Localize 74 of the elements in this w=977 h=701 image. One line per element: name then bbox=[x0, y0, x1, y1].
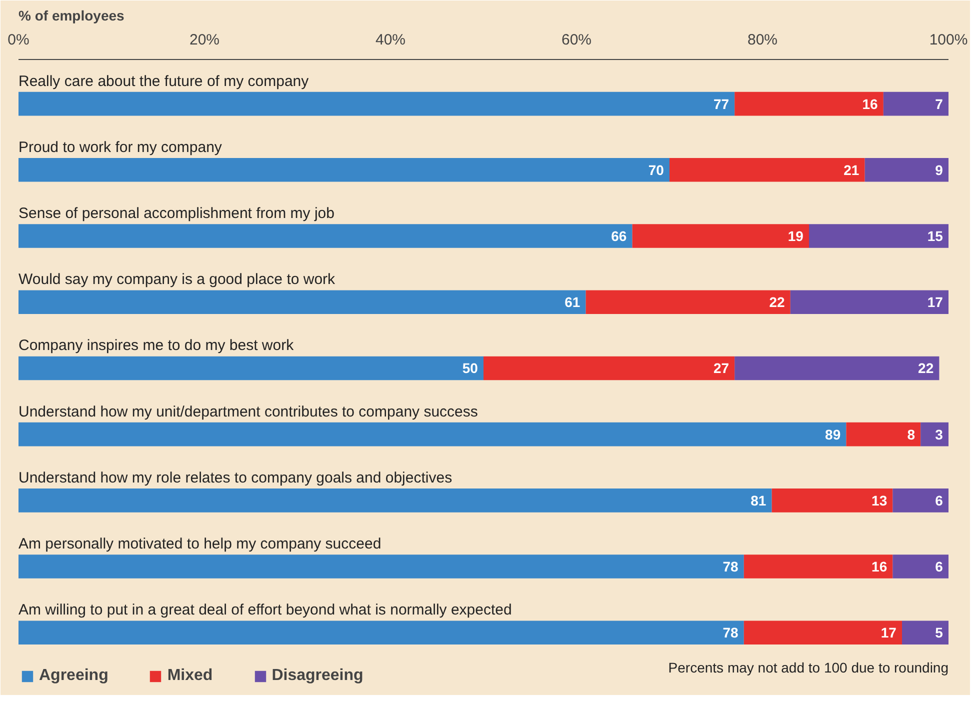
bar bbox=[18, 224, 632, 248]
data-label: 22 bbox=[769, 294, 786, 310]
annotation: Percents may not add to 100 due to rounding bbox=[668, 660, 949, 676]
bar bbox=[734, 356, 940, 380]
y-tick-label: Proud to work for my company bbox=[18, 138, 222, 156]
data-label: 16 bbox=[862, 96, 878, 112]
data-label: 6 bbox=[935, 492, 944, 508]
bar bbox=[734, 92, 884, 116]
data-label: 27 bbox=[713, 360, 730, 376]
x-tick-label: 40% bbox=[375, 32, 406, 48]
bar bbox=[670, 158, 865, 182]
data-label: 70 bbox=[648, 162, 664, 178]
bar bbox=[902, 620, 948, 645]
data-label: 17 bbox=[880, 624, 897, 641]
data-label: 89 bbox=[825, 426, 841, 442]
x-tick-label: 80% bbox=[747, 32, 778, 48]
y-tick-label: Am willing to put in a great deal of effort beyond what is normally expected bbox=[18, 602, 512, 619]
legend-label: Mixed bbox=[167, 667, 213, 685]
bar bbox=[18, 290, 586, 314]
bar bbox=[809, 224, 948, 248]
bar bbox=[883, 92, 948, 116]
x-tick-label: 60% bbox=[561, 32, 592, 48]
bar bbox=[586, 290, 790, 314]
data-label: 19 bbox=[788, 228, 804, 244]
data-label: 13 bbox=[872, 492, 888, 508]
data-label: 22 bbox=[918, 360, 934, 376]
y-tick-label: Really care about the future of my company bbox=[18, 72, 310, 90]
y-tick-label: Understand how my unit/department contributes to company success bbox=[18, 403, 478, 420]
data-label: 6 bbox=[935, 558, 944, 575]
data-label: 8 bbox=[907, 426, 916, 442]
bar bbox=[18, 620, 744, 645]
bar bbox=[892, 554, 948, 578]
bar bbox=[632, 224, 809, 248]
data-label: 7 bbox=[935, 96, 944, 112]
bar bbox=[18, 488, 772, 512]
x-tick-label: 0% bbox=[8, 32, 30, 48]
y-tick-label: Sense of personal accomplishment from my job bbox=[18, 205, 334, 222]
data-label: 66 bbox=[611, 228, 627, 244]
bar bbox=[18, 554, 744, 578]
bar bbox=[744, 554, 893, 578]
bar bbox=[18, 422, 846, 446]
data-label: 61 bbox=[564, 294, 580, 310]
bar bbox=[744, 620, 902, 645]
data-label: 78 bbox=[722, 624, 739, 641]
data-label: 50 bbox=[462, 360, 478, 376]
bar bbox=[920, 422, 948, 446]
data-label: 3 bbox=[935, 426, 944, 442]
data-label: 16 bbox=[872, 558, 888, 575]
legend-label: Agreeing bbox=[39, 667, 108, 685]
data-label: 77 bbox=[713, 96, 730, 112]
y-tick-label: Am personally motivated to help my company succeed bbox=[18, 536, 382, 553]
x-tick-label: 100% bbox=[929, 32, 968, 48]
bar bbox=[18, 92, 735, 116]
legend-label: Disagreeing bbox=[272, 667, 364, 685]
y-tick-label: Understand how my role relates to company goals and objectives bbox=[18, 469, 452, 486]
bar bbox=[892, 488, 948, 512]
bar bbox=[484, 356, 735, 380]
data-label: 78 bbox=[722, 558, 739, 575]
y-tick-label: Would say my company is a good place to work bbox=[18, 271, 336, 288]
bar bbox=[790, 290, 948, 314]
bar bbox=[846, 422, 921, 446]
data-label: 9 bbox=[935, 162, 944, 178]
bar bbox=[18, 356, 484, 380]
bar bbox=[18, 158, 670, 182]
data-label: 17 bbox=[927, 294, 944, 310]
x-axis-title: % of employees bbox=[18, 8, 125, 24]
bar bbox=[864, 158, 948, 182]
data-label: 21 bbox=[844, 162, 860, 178]
bar bbox=[772, 488, 893, 512]
x-tick-label: 20% bbox=[189, 32, 220, 48]
data-label: 5 bbox=[935, 624, 944, 641]
y-tick-label: Company inspires me to do my best work bbox=[18, 337, 294, 354]
data-label: 81 bbox=[750, 492, 766, 508]
data-label: 15 bbox=[927, 228, 944, 244]
